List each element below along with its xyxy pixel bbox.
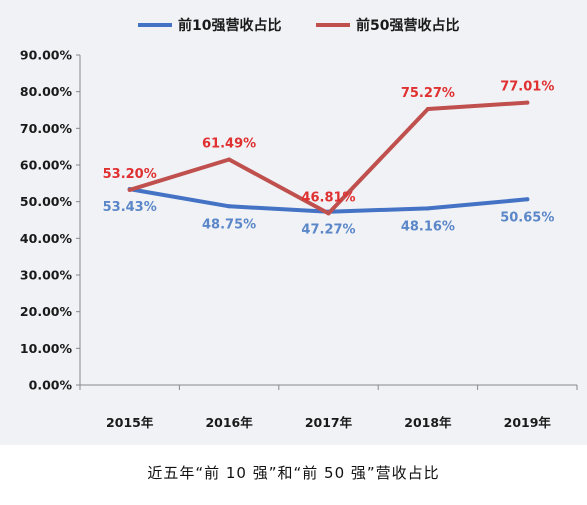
- chart-panel: [0, 0, 587, 445]
- x-tick-label: 2017年: [305, 415, 353, 430]
- data-label-top50: 46.81%: [301, 190, 355, 205]
- x-tick-label: 2019年: [504, 415, 552, 430]
- data-labels: 53.43% 48.75% 47.27% 48.16% 50.65% 53.20% 61.4…: [103, 80, 555, 238]
- x-tick-label: 2015年: [106, 415, 154, 430]
- legend: 前10强营收占比 前50强营收占比: [138, 17, 459, 34]
- y-tick-label: 70.00%: [20, 121, 73, 136]
- figure-caption: 近五年“前 10 强”和“前 50 强”营收占比: [147, 464, 440, 482]
- y-tick-label: 80.00%: [20, 84, 73, 99]
- data-label-top10: 47.27%: [301, 223, 355, 238]
- data-label-top10: 50.65%: [500, 210, 554, 225]
- data-label-top50: 75.27%: [401, 86, 455, 101]
- data-label-top10: 48.75%: [202, 217, 256, 232]
- axes: 0.00% 10.00% 20.00% 30.00% 40.00% 50.00% 60.00…: [20, 48, 578, 430]
- y-tick-label: 10.00%: [20, 341, 73, 356]
- data-point-top50: [525, 100, 530, 105]
- y-tick-label: 60.00%: [20, 158, 73, 173]
- y-tick-label: 0.00%: [29, 378, 73, 393]
- data-label-top50: 53.20%: [103, 167, 157, 182]
- data-point-top10: [525, 197, 530, 202]
- data-point-top50: [326, 211, 331, 216]
- legend-label-top50: 前50强营收占比: [356, 17, 459, 34]
- y-tick-label: 20.00%: [20, 304, 73, 319]
- data-point-top10: [425, 206, 430, 211]
- data-point-top50: [425, 107, 430, 112]
- y-tick-label: 30.00%: [20, 268, 73, 283]
- y-tick-label: 90.00%: [20, 48, 73, 63]
- data-label-top50: 77.01%: [500, 80, 554, 95]
- x-tick-label: 2018年: [404, 415, 452, 430]
- y-tick-label: 40.00%: [20, 231, 73, 246]
- data-point-top50: [127, 187, 132, 192]
- line-chart: 前10强营收占比 前50强营收占比 0.00% 10.00% 20.00% 30.00%…: [20, 17, 578, 430]
- data-label-top10: 48.16%: [401, 219, 455, 234]
- series-layer: [127, 100, 530, 216]
- data-point-top10: [227, 204, 232, 209]
- data-label-top10: 53.43%: [103, 200, 157, 215]
- y-tick-label: 50.00%: [20, 194, 73, 209]
- legend-label-top10: 前10强营收占比: [178, 17, 281, 34]
- x-tick-label: 2016年: [205, 415, 253, 430]
- data-point-top50: [227, 157, 232, 162]
- data-label-top50: 61.49%: [202, 137, 256, 152]
